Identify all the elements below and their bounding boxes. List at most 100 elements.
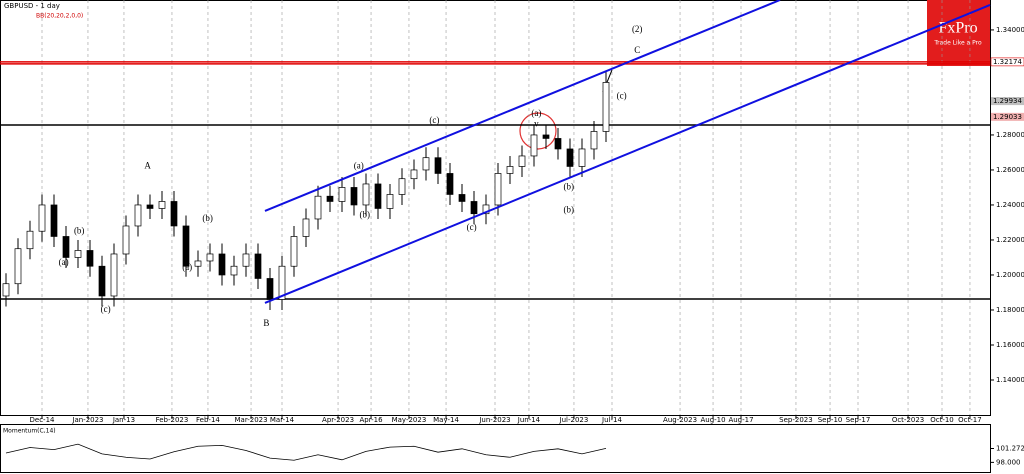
- candle-body: [494, 173, 502, 206]
- chart-title: GBPUSD - 1 day: [4, 2, 60, 10]
- x-tick-label: Jul-2023: [559, 416, 589, 424]
- x-tick-label: Aug-2023: [663, 416, 697, 424]
- x-tick-label: Jul-14: [601, 416, 622, 424]
- candle-body: [314, 195, 322, 220]
- x-tick-label: Jun-14: [517, 416, 541, 424]
- candle-body: [398, 178, 406, 195]
- candle-body: [122, 225, 130, 255]
- candle-body: [350, 187, 358, 206]
- candle-body: [302, 218, 310, 237]
- x-tick-label: May-2023: [392, 416, 427, 424]
- y-tick-label: 101.272: [996, 444, 1024, 452]
- wave-label: (b): [202, 213, 213, 223]
- wave-label: A: [144, 161, 151, 171]
- candle-body: [206, 253, 214, 262]
- wave-label: B: [263, 318, 269, 328]
- candle-body: [194, 260, 202, 267]
- candle-body: [470, 201, 478, 215]
- wave-label: (2): [632, 24, 643, 34]
- x-tick-label: Sep-17: [846, 416, 871, 424]
- candle-body: [374, 183, 382, 209]
- candle-body: [50, 204, 58, 237]
- candle-body: [242, 253, 250, 267]
- candle-body: [14, 248, 22, 285]
- wave-label: (b): [74, 225, 85, 235]
- x-tick-label: Oct-10: [930, 416, 954, 424]
- x-tick-label: Aug-10: [700, 416, 725, 424]
- wave-label: (b): [360, 210, 371, 220]
- candle-body: [410, 169, 418, 180]
- candle-body: [518, 155, 526, 167]
- momentum-title: Momentum(C,14): [3, 428, 56, 435]
- candle-body: [134, 204, 142, 227]
- candle-body: [482, 204, 490, 215]
- wave-label: (a): [354, 161, 364, 171]
- candle-body: [62, 236, 70, 258]
- price-mark: [991, 112, 1024, 121]
- x-tick-label: Dec-14: [30, 416, 56, 424]
- wave-label: (b): [564, 182, 575, 192]
- y-tick-label: 1.18000: [996, 306, 1024, 314]
- wave-label: (a): [59, 257, 69, 267]
- x-tick-label: Oct-2023: [892, 416, 924, 424]
- candle-body: [146, 204, 154, 209]
- candle-body: [266, 278, 274, 300]
- price-mark: [991, 97, 1024, 106]
- wave-label: (b): [564, 204, 575, 214]
- candle-body: [458, 194, 466, 202]
- candle-body: [158, 201, 166, 209]
- candle-body: [290, 236, 298, 267]
- x-tick-label: Apr-16: [359, 416, 383, 424]
- wave-label: (c): [429, 115, 439, 125]
- logo-box: [927, 0, 990, 66]
- candle-body: [230, 265, 238, 276]
- logo-tagline: Trade Like a Pro: [933, 40, 982, 47]
- x-tick-label: Jan-2023: [71, 416, 103, 424]
- wave-label: (c): [101, 304, 111, 314]
- y-tick-label: 1.14000: [996, 376, 1024, 384]
- y-tick-label: 98.000: [996, 458, 1021, 466]
- x-tick-label: Oct-17: [958, 416, 982, 424]
- candle-body: [278, 265, 286, 300]
- x-tick-label: Sep-2023: [779, 416, 813, 424]
- y-tick-label: 1.20000: [996, 271, 1024, 279]
- wave-label: (a): [531, 108, 541, 118]
- candle-body: [542, 134, 550, 139]
- candle-body: [182, 225, 190, 267]
- candle-body: [170, 201, 178, 227]
- x-tick-label: Apr-2023: [322, 416, 354, 424]
- candle-body: [2, 283, 10, 297]
- logo: FxPro: [938, 20, 977, 37]
- highlight-circle: [519, 112, 557, 150]
- y-tick-label: 1.26000: [996, 166, 1024, 174]
- x-tick-label: Jun-2023: [478, 416, 510, 424]
- candle-body: [434, 157, 442, 174]
- price-mark-label: 1.29033: [993, 113, 1022, 121]
- candle-body: [110, 253, 118, 297]
- wave-label: (c): [467, 222, 477, 232]
- y-tick-label: 1.22000: [996, 236, 1024, 244]
- x-tick-label: Jan-13: [112, 416, 135, 424]
- candle-body: [326, 195, 334, 202]
- candle-body: [386, 194, 394, 209]
- x-tick-label: Mar-2023: [234, 416, 267, 424]
- wave-label: C: [634, 45, 640, 55]
- x-tick-label: Feb-14: [196, 416, 220, 424]
- candle-body: [338, 187, 346, 202]
- channel-line: [264, 0, 781, 212]
- y-tick-label: 1.16000: [996, 341, 1024, 349]
- x-tick-label: May-14: [433, 416, 459, 424]
- candle-body: [566, 148, 574, 167]
- momentum-line: [5, 443, 607, 461]
- wave-label: (c): [617, 91, 627, 101]
- candle-body: [74, 250, 82, 258]
- y-tick-label: 1.24000: [996, 201, 1024, 209]
- level-label-box: [990, 57, 1024, 67]
- candle-body: [530, 134, 538, 157]
- wave-label: (a): [182, 262, 192, 272]
- candle-body: [362, 183, 370, 206]
- price-mark-label: 1.29934: [993, 97, 1022, 105]
- wave-label: v: [534, 119, 539, 129]
- channel-line: [264, 3, 991, 304]
